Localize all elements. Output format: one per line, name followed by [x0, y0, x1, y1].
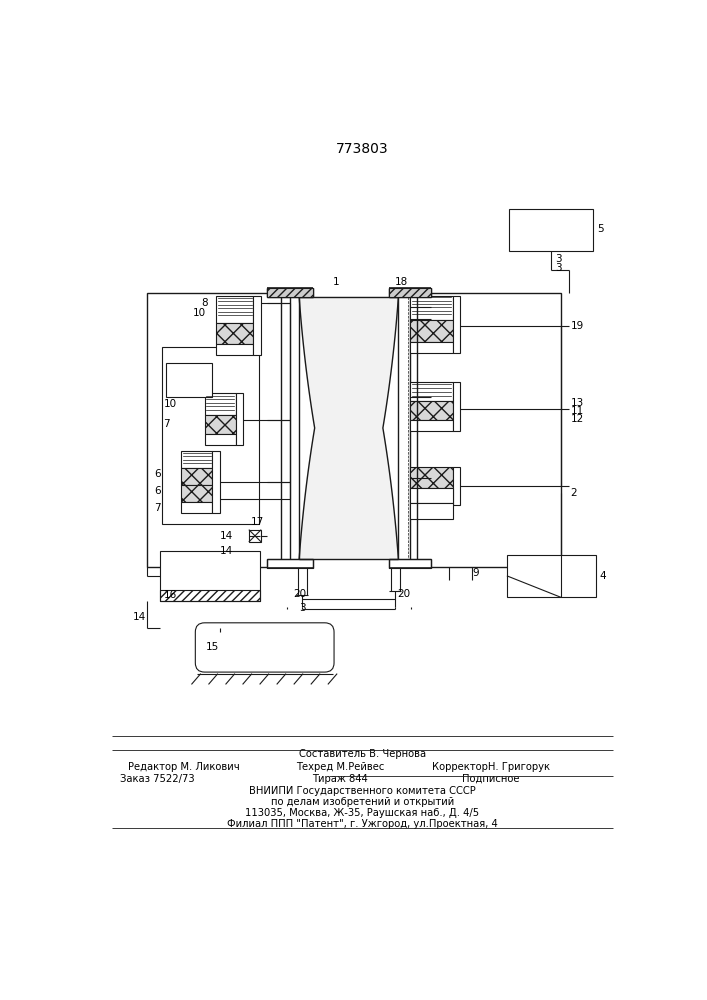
Bar [216, 296, 253, 323]
Text: Филиал ППП "Патент", г. Ужгород, ул.Проектная, 4: Филиал ППП "Патент", г. Ужгород, ул.Прое… [227, 819, 498, 829]
Text: 17: 17 [251, 517, 264, 527]
Text: 14: 14 [220, 546, 233, 556]
Bar [216, 323, 253, 344]
Text: 12: 12 [571, 414, 584, 424]
Bar [204, 393, 235, 415]
Text: 20: 20 [293, 589, 306, 599]
FancyBboxPatch shape [195, 623, 334, 672]
Text: 3: 3 [555, 263, 561, 273]
Bar [216, 344, 253, 355]
Bar [146, 293, 290, 567]
Bar [410, 342, 452, 353]
Bar [204, 415, 235, 434]
Text: 113035, Москва, Ж-35, Раушская наб., Д. 4/5: 113035, Москва, Ж-35, Раушская наб., Д. … [245, 808, 479, 818]
Bar [166, 363, 212, 397]
Text: 3: 3 [555, 254, 561, 264]
Text: Составитель В. Чернова: Составитель В. Чернова [299, 749, 426, 759]
Bar [267, 559, 313, 568]
Bar [410, 488, 452, 503]
Text: Заказ 7522/73: Заказ 7522/73 [119, 774, 194, 784]
Bar [410, 503, 452, 519]
Text: ВНИИПИ Государственного комитета СССР: ВНИИПИ Государственного комитета СССР [249, 786, 476, 796]
Bar [452, 296, 460, 353]
Text: 20: 20 [397, 589, 410, 599]
Text: 5: 5 [597, 224, 603, 234]
Bar [212, 451, 220, 513]
Polygon shape [299, 297, 398, 559]
Bar [162, 347, 259, 524]
Text: 14: 14 [132, 612, 146, 622]
Text: по делам изобретений и открытий: по делам изобретений и открытий [271, 797, 454, 807]
Bar [389, 288, 431, 297]
Text: 15: 15 [206, 642, 219, 652]
Text: 4: 4 [600, 571, 607, 581]
Bar [410, 293, 561, 567]
Bar [182, 502, 212, 513]
Text: Редактор М. Ликович: Редактор М. Ликович [129, 762, 240, 772]
Bar [182, 468, 212, 485]
Bar [410, 320, 452, 342]
Text: 3: 3 [299, 603, 306, 613]
Text: Подписное: Подписное [462, 774, 520, 784]
Bar [509, 209, 593, 251]
Bar [182, 451, 212, 468]
Text: 10: 10 [163, 399, 177, 409]
Bar [160, 590, 260, 601]
Text: 19: 19 [571, 321, 584, 331]
Text: 9: 9 [472, 568, 479, 578]
Text: 11: 11 [571, 406, 584, 416]
Text: 773803: 773803 [336, 142, 388, 156]
Text: 1: 1 [333, 277, 340, 287]
Bar [452, 382, 460, 431]
Text: 14: 14 [220, 531, 233, 541]
Text: 18: 18 [395, 277, 408, 287]
Bar [410, 466, 452, 488]
Text: 13: 13 [571, 398, 584, 408]
Text: 6: 6 [154, 469, 161, 479]
Bar [182, 485, 212, 502]
Text: 7: 7 [154, 503, 161, 513]
Text: Техред М.Рейвес: Техред М.Рейвес [296, 762, 385, 772]
Bar [389, 288, 431, 297]
Bar [410, 296, 452, 320]
Text: Тираж 844: Тираж 844 [312, 774, 368, 784]
Bar [410, 420, 452, 431]
Text: 6: 6 [154, 486, 161, 496]
Bar [267, 288, 313, 297]
Bar [204, 434, 235, 445]
Text: 8: 8 [201, 298, 207, 308]
Text: 2: 2 [571, 488, 577, 498]
Bar [389, 559, 431, 568]
Text: 10: 10 [193, 308, 206, 318]
Bar [253, 296, 261, 355]
Bar [410, 382, 452, 401]
Text: 16: 16 [163, 590, 177, 600]
Bar [249, 530, 261, 542]
Bar [452, 466, 460, 505]
Bar [235, 393, 243, 445]
Text: КорректорН. Григорук: КорректорН. Григорук [432, 762, 550, 772]
Bar [160, 551, 260, 601]
Bar [267, 288, 313, 297]
Bar [410, 401, 452, 420]
Bar [507, 555, 596, 597]
Text: 7: 7 [163, 419, 170, 429]
